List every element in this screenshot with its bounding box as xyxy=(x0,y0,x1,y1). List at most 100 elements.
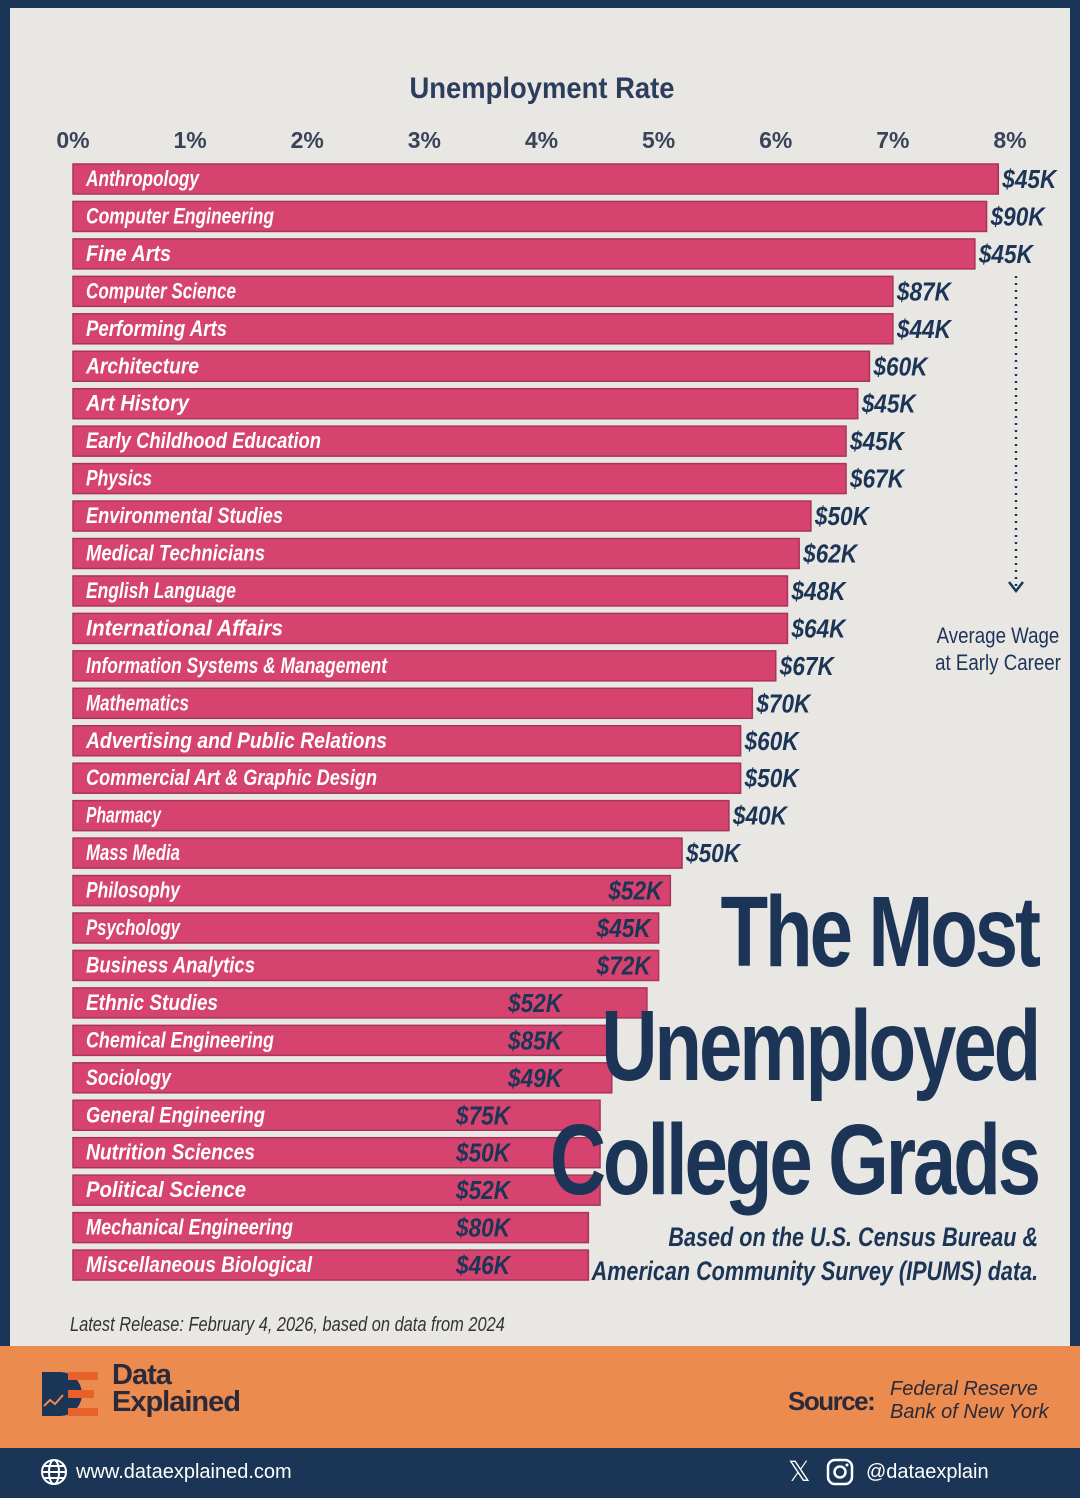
bar xyxy=(72,912,660,944)
bar xyxy=(72,799,730,832)
globe-icon xyxy=(41,1459,67,1485)
bar xyxy=(72,200,988,233)
wage-label: $72K xyxy=(596,950,653,980)
wage-label: $67K xyxy=(849,464,906,494)
wage-label: $75K xyxy=(455,1100,512,1130)
bar-category-label: Business Analytics xyxy=(86,952,255,977)
bar xyxy=(72,1024,613,1057)
bar xyxy=(72,1136,601,1169)
bar xyxy=(72,612,789,645)
wage-label: $50K xyxy=(685,838,742,868)
source-line: Federal Reserve xyxy=(890,1378,1038,1400)
x-tick-label: 7% xyxy=(876,127,909,153)
bar-category-label: Chemical Engineering xyxy=(86,1027,274,1052)
bar-category-label: Miscellaneous Biological xyxy=(86,1252,313,1277)
bar-category-label: Mechanical Engineering xyxy=(86,1215,293,1240)
x-tick-label: 2% xyxy=(291,127,324,153)
bar-category-label: Ethnic Studies xyxy=(86,990,218,1015)
annotation-line: at Early Career xyxy=(935,650,1061,675)
bar xyxy=(72,687,754,720)
bar-category-label: Fine Arts xyxy=(86,241,171,266)
x-tick-label: 8% xyxy=(993,127,1026,153)
wage-label: $52K xyxy=(455,1175,512,1205)
wage-label: $52K xyxy=(607,876,664,906)
bar xyxy=(72,1211,590,1244)
bar xyxy=(72,1174,601,1206)
source-value: Federal Reserve Bank of New York xyxy=(890,1378,1049,1424)
bar-category-label: Mass Media xyxy=(86,840,180,865)
bar xyxy=(72,987,648,1019)
wage-label: $62K xyxy=(802,539,859,569)
bar-category-label: Nutrition Sciences xyxy=(86,1140,255,1165)
wage-label: $45K xyxy=(1001,164,1058,194)
bar xyxy=(72,425,847,457)
bar xyxy=(72,949,660,982)
bar-category-label: Architecture xyxy=(85,353,199,378)
bar-category-label: Information Systems & Management xyxy=(86,653,388,678)
bar xyxy=(72,837,683,869)
bar xyxy=(72,462,847,495)
wage-label: $46K xyxy=(455,1250,512,1280)
title-line: College Grads xyxy=(549,1104,1041,1216)
chart-title: Unemployment Rate xyxy=(410,72,675,105)
wage-label: $49K xyxy=(507,1063,564,1093)
wage-label: $45K xyxy=(849,426,906,456)
instagram-icon[interactable] xyxy=(826,1458,854,1486)
x-tick-label: 4% xyxy=(525,127,558,153)
bar-category-label: Medical Technicians xyxy=(86,541,265,566)
x-tick-label: 1% xyxy=(174,127,207,153)
data-explained-logo xyxy=(42,1372,98,1416)
bar-category-label: Physics xyxy=(86,466,152,491)
chart-panel: Unemployment Rate 0% 1% 2% 3% 4% 5% 6% 7% 8% Anthr… xyxy=(10,8,1070,1346)
bar-category-label: Art History xyxy=(85,391,191,416)
subtitle-line: American Community Survey (IPUMS) data. xyxy=(591,1256,1038,1286)
bar xyxy=(72,650,777,682)
x-icon[interactable]: 𝕏 xyxy=(788,1456,811,1487)
bar-category-label: Commercial Art & Graphic Design xyxy=(86,765,377,790)
title-line: Unemployed xyxy=(601,990,1041,1102)
wage-label: $90K xyxy=(990,201,1047,231)
wage-label: $52K xyxy=(507,988,564,1018)
bar-category-label: International Affairs xyxy=(86,615,283,640)
bar-category-label: Advertising and Public Relations xyxy=(85,728,387,753)
bar xyxy=(72,725,742,757)
x-tick-label: 5% xyxy=(642,127,675,153)
wage-label: $50K xyxy=(814,501,871,531)
wage-label: $45K xyxy=(861,389,918,419)
wage-label: $67K xyxy=(779,651,836,681)
annotation-line: Average Wage xyxy=(936,623,1060,648)
title-line: The Most xyxy=(720,876,1041,988)
footer-bar: www.dataexplained.com 𝕏 @dataexplain xyxy=(0,1448,1080,1498)
release-note: Latest Release: February 4, 2026, based … xyxy=(70,1314,505,1336)
x-tick-label: 6% xyxy=(759,127,792,153)
bar-category-label: Philosophy xyxy=(86,878,181,903)
bar-category-label: Computer Engineering xyxy=(86,203,274,228)
bar-category-label: Political Science xyxy=(86,1177,246,1202)
social-handle[interactable]: @dataexplain xyxy=(866,1461,989,1483)
wage-label: $50K xyxy=(455,1138,512,1168)
wage-label: $80K xyxy=(455,1213,512,1243)
bar-category-label: Anthropology xyxy=(85,166,200,191)
bar xyxy=(72,238,976,270)
bar-category-label: Psychology xyxy=(86,915,181,940)
bar xyxy=(72,537,800,570)
wage-label: $85K xyxy=(507,1025,564,1055)
wage-label: $45K xyxy=(596,913,653,943)
wage-label: $40K xyxy=(732,801,789,831)
source-label: Source: xyxy=(788,1386,876,1416)
wage-label: $64K xyxy=(791,613,848,643)
brand-bar: Data Explained Source: Federal Reserve B… xyxy=(0,1346,1080,1448)
bar-category-label: Environmental Studies xyxy=(86,503,283,528)
bar xyxy=(72,1062,613,1094)
x-tick-label: 0% xyxy=(56,127,89,153)
bar xyxy=(72,275,894,308)
bar-category-label: English Language xyxy=(86,578,236,603)
bar xyxy=(72,874,672,907)
wage-label: $60K xyxy=(873,351,930,381)
bar xyxy=(72,163,1000,195)
wage-annotation: Average Wage at Early Career xyxy=(932,622,1065,676)
website-link[interactable]: www.dataexplained.com xyxy=(76,1461,292,1483)
brand-name: Data Explained xyxy=(112,1361,241,1418)
bar-category-label: Pharmacy xyxy=(86,803,162,828)
brand-line: Explained xyxy=(112,1386,241,1418)
